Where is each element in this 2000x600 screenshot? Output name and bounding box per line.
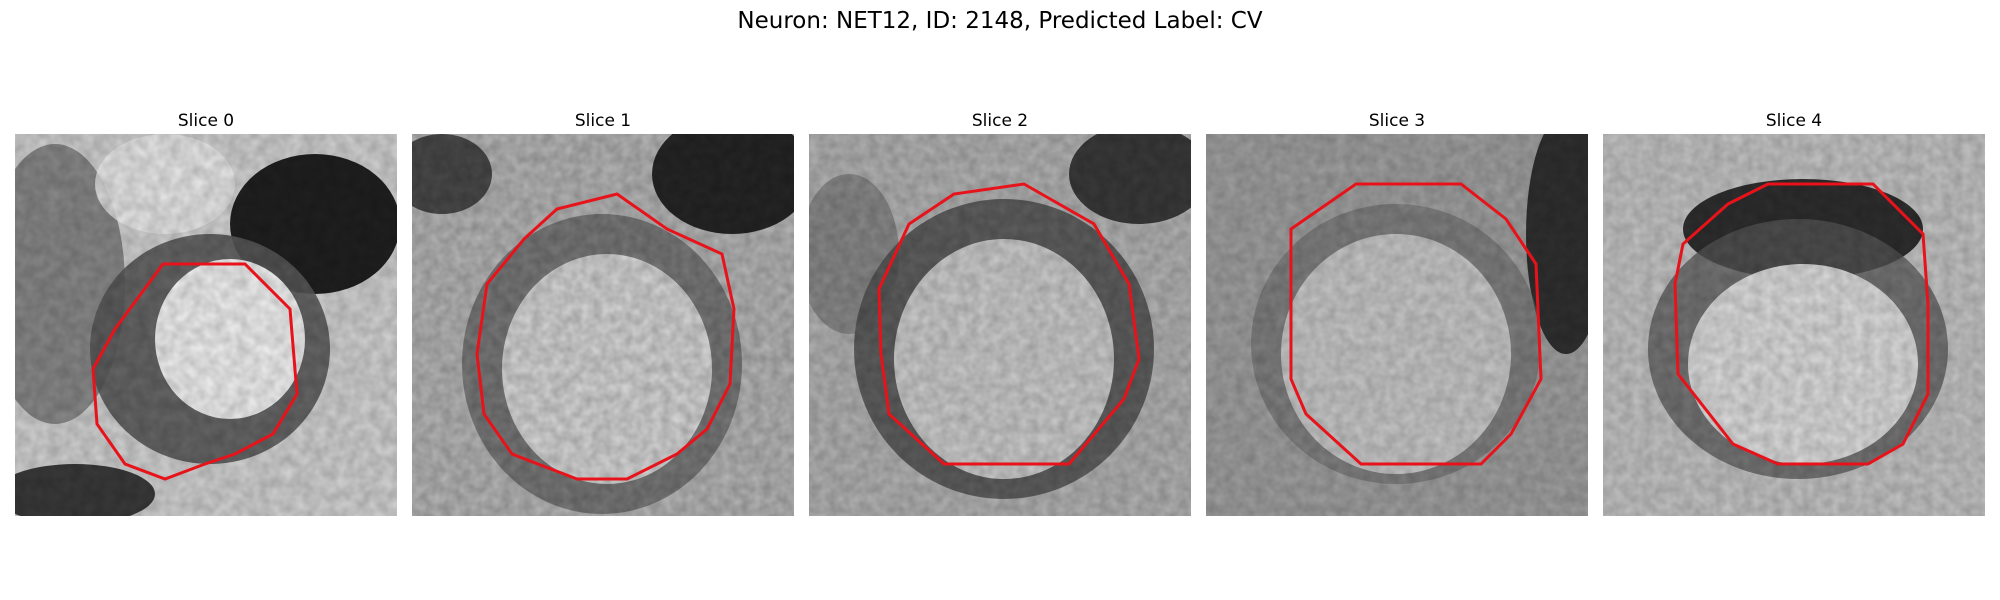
contour-3: [1289, 182, 1543, 466]
slice-panel-0: Slice 0: [15, 108, 397, 516]
contour-0: [91, 262, 299, 481]
contour-2: [877, 182, 1141, 466]
slice-panel-1: Slice 1: [412, 108, 794, 516]
slice-title-3: Slice 3: [1368, 111, 1426, 131]
slice-image-1: [412, 134, 794, 516]
figure-title: Neuron: NET12, ID: 2148, Predicted Label…: [737, 8, 1263, 34]
slice-panel-4: Slice 4: [1603, 108, 1985, 516]
slice-title-2: Slice 2: [971, 111, 1029, 131]
slice-image-3: [1206, 134, 1588, 516]
slice-panel-3: Slice 3: [1206, 108, 1588, 516]
contour-1: [475, 192, 736, 481]
slice-image-0: [15, 134, 397, 516]
slice-title-0: Slice 0: [177, 111, 235, 131]
slice-title-1: Slice 1: [574, 111, 632, 131]
slice-image-4: [1603, 134, 1985, 516]
slice-panel-2: Slice 2: [809, 108, 1191, 516]
slice-image-2: [809, 134, 1191, 516]
slice-title-4: Slice 4: [1765, 111, 1823, 131]
contour-4: [1673, 182, 1930, 466]
